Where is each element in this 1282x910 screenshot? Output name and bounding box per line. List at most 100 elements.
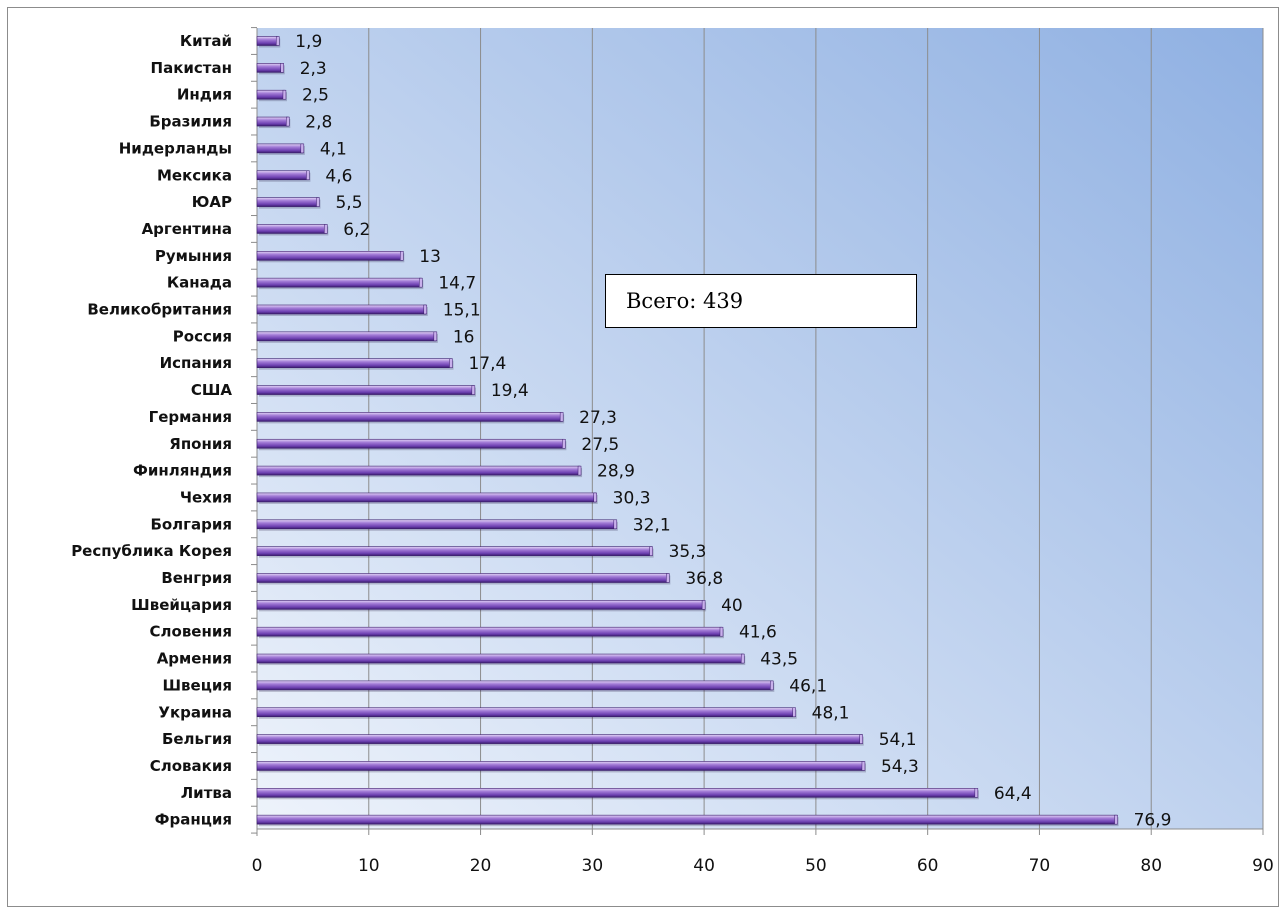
bar: [256, 573, 669, 583]
value-label: 54,1: [879, 730, 917, 750]
bar-cap: [300, 143, 305, 154]
category-label: Индия: [177, 86, 232, 104]
bar-cap: [316, 197, 320, 207]
bar: [256, 734, 863, 744]
bar-cap: [859, 734, 863, 744]
value-label: 13: [419, 247, 441, 267]
category-label: Нидерланды: [119, 139, 232, 157]
value-label: 6,2: [343, 220, 370, 240]
value-label: 64,4: [994, 784, 1032, 804]
bar: [256, 251, 403, 261]
bar: [256, 116, 289, 127]
bar-cap: [449, 358, 453, 368]
bar: [256, 653, 744, 664]
bar-cap: [740, 653, 745, 664]
bar: [256, 358, 452, 369]
x-tick-label: 40: [693, 856, 715, 876]
bar: [256, 519, 617, 530]
x-tick-label: 60: [917, 856, 939, 876]
bar: [256, 36, 279, 46]
category-label: Бельгия: [162, 730, 232, 748]
value-label: 4,6: [325, 166, 352, 186]
category-label: Швеция: [163, 676, 232, 694]
x-tick-label: 90: [1252, 856, 1274, 876]
bar-cap: [666, 573, 670, 583]
x-tick-label: 70: [1029, 856, 1051, 876]
bar-cap: [770, 680, 774, 691]
category-label: Словакия: [150, 757, 232, 775]
category-label: Литва: [181, 784, 232, 802]
bar: [256, 277, 422, 288]
category-label: Россия: [173, 327, 232, 345]
bar-cap: [400, 251, 404, 261]
value-label: 30,3: [613, 488, 651, 508]
bar-cap: [280, 63, 284, 73]
bar-cap: [423, 304, 428, 315]
bar: [256, 143, 304, 154]
bar: [256, 600, 705, 610]
category-label: США: [191, 381, 233, 399]
bar: [256, 707, 795, 718]
x-tick-label: 30: [582, 856, 604, 876]
category-label: Словения: [150, 623, 232, 641]
bar-cap: [701, 600, 706, 610]
bar: [256, 814, 1117, 825]
value-label: 27,3: [579, 408, 617, 428]
bar-cap: [286, 116, 290, 127]
bar: [256, 224, 327, 234]
x-tick-label: 50: [805, 856, 827, 876]
bar-cap: [792, 707, 796, 717]
value-label: 2,8: [305, 113, 332, 133]
bar: [256, 412, 563, 422]
value-label: 46,1: [789, 676, 827, 696]
value-label: 19,4: [491, 381, 529, 401]
bar: [256, 385, 475, 395]
bar: [256, 89, 286, 100]
value-label: 16: [453, 327, 475, 347]
bar: [256, 761, 865, 771]
bar-cap: [649, 546, 653, 556]
bar-cap: [419, 277, 423, 288]
bar: [256, 331, 437, 342]
bar-cap: [324, 224, 328, 234]
plot-area: [257, 28, 1263, 829]
value-label: 41,6: [739, 623, 777, 643]
value-label: 14,7: [438, 274, 476, 294]
value-label: 2,3: [300, 59, 327, 79]
bar-cap: [1114, 814, 1118, 825]
bar: [256, 438, 565, 449]
bar-cap: [282, 89, 287, 100]
bar-cap: [562, 439, 566, 449]
category-label: Чехия: [180, 488, 232, 506]
bar: [256, 197, 319, 207]
total-annotation: Всего: 439: [605, 274, 917, 328]
bar: [256, 63, 284, 73]
x-tick-label: 20: [470, 856, 492, 876]
value-labels: 1,9 2,3 2,5 2,8 4,1 4,6 5,5 6,2 13 14,7 15,1 16 17,4…: [295, 32, 1171, 831]
category-label: Германия: [149, 408, 232, 426]
value-label: 76,9: [1134, 811, 1172, 831]
bar: [256, 787, 978, 798]
bar: [256, 170, 309, 181]
category-label: Швейцария: [131, 596, 232, 614]
category-label: Аргентина: [142, 220, 232, 238]
category-label: Венгрия: [161, 569, 232, 587]
category-label: Испания: [160, 354, 232, 372]
category-label: Канада: [167, 274, 232, 292]
value-label: 48,1: [812, 703, 850, 723]
value-label: 27,5: [581, 435, 619, 455]
bar: [256, 304, 427, 315]
x-tick-label: 80: [1140, 856, 1162, 876]
bar-cap: [275, 36, 280, 46]
bar-cap: [861, 761, 866, 771]
bar-cap: [613, 519, 618, 530]
bar: [256, 546, 652, 556]
value-label: 32,1: [633, 515, 671, 535]
category-label: Украина: [158, 703, 232, 721]
value-label: 35,3: [669, 542, 707, 562]
value-label: 5,5: [335, 193, 362, 213]
value-label: 2,5: [302, 86, 329, 106]
category-label: ЮАР: [192, 193, 232, 211]
bar-cap: [593, 492, 597, 503]
